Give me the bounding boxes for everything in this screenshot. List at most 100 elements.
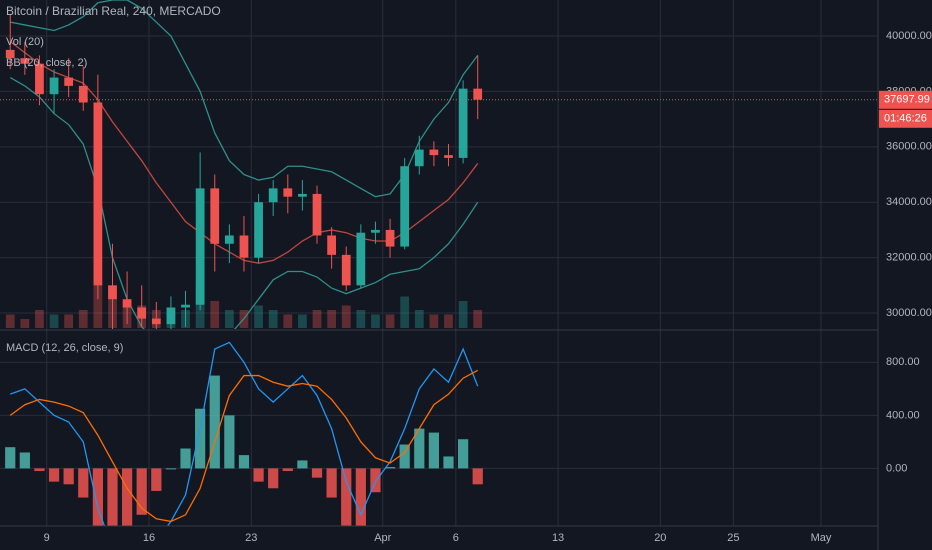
volume-bar	[458, 301, 468, 328]
histogram-bar	[355, 468, 366, 526]
volume-bar	[224, 310, 234, 328]
candle-body	[473, 88, 483, 100]
y-tick-label: 400.00	[886, 409, 920, 421]
candle-body	[268, 188, 278, 203]
candle-body	[151, 318, 161, 325]
y-tick-label: 32000.00	[886, 252, 932, 264]
histogram-bar	[399, 444, 410, 469]
candle-body	[93, 102, 103, 286]
candle-body	[341, 254, 351, 286]
candle-body	[385, 229, 395, 247]
volume-bar	[356, 310, 366, 328]
histogram-bar	[253, 468, 264, 482]
histogram-bar	[311, 468, 323, 478]
histogram-bar	[121, 468, 133, 526]
volume-bar	[64, 314, 74, 328]
grid	[0, 0, 878, 526]
x-tick-label: 25	[727, 532, 739, 544]
histogram-bar	[34, 468, 45, 472]
volume-bar	[429, 314, 439, 328]
histogram-bar	[297, 460, 308, 469]
y-tick-label: 40000.00	[886, 30, 932, 42]
candle-body	[122, 299, 132, 308]
x-tick-label: 9	[44, 532, 50, 544]
candle-body	[137, 307, 147, 319]
volume-bar	[341, 305, 351, 328]
histogram-bar	[78, 468, 89, 498]
candle-body	[5, 49, 15, 59]
x-tick-label: 6	[453, 532, 459, 544]
y-tick-label: 34000.00	[886, 196, 932, 208]
histogram-bar	[48, 468, 60, 482]
volume-bar	[385, 314, 395, 328]
x-tick-label: 20	[654, 532, 666, 544]
y-tick-label: 800.00	[886, 356, 920, 368]
volume-bar	[414, 310, 424, 328]
histogram-bar	[151, 468, 162, 491]
volume-bar	[5, 314, 15, 328]
histogram-bar	[136, 468, 147, 515]
candle-body	[108, 285, 117, 300]
candle-body	[195, 188, 205, 305]
signal-line	[9, 369, 479, 523]
histogram-bar	[238, 455, 250, 469]
histogram-bar	[268, 468, 279, 489]
price-pane	[0, 0, 878, 329]
histogram-bar	[92, 468, 103, 526]
volume-bar	[400, 296, 410, 328]
candle-body	[458, 88, 468, 158]
histogram-bar	[428, 432, 439, 469]
countdown-box	[879, 109, 932, 128]
indicator-label: BB (20, close, 2)	[6, 57, 87, 69]
candle-body	[49, 77, 59, 95]
volume-bar	[444, 314, 453, 328]
volume-bar	[20, 319, 30, 328]
volume-bar	[327, 310, 337, 328]
histogram-bar	[63, 468, 74, 485]
volume-bar	[298, 314, 307, 328]
macd-pane	[5, 341, 483, 526]
x-tick-label: May	[811, 532, 832, 544]
candle-body	[64, 77, 74, 86]
bb-upper	[10, 0, 479, 198]
histogram-bar	[224, 415, 235, 469]
last-price-label: 37697.99	[884, 94, 930, 106]
candle-body	[429, 149, 439, 156]
indicator-label: MACD (12, 26, close, 9)	[6, 342, 123, 354]
histogram-bar	[19, 452, 30, 469]
chart-title: Bitcoin / Brazilian Real, 240, MERCADO	[6, 4, 221, 18]
candle-body	[20, 58, 30, 64]
candle-body	[400, 166, 410, 247]
candle-body	[327, 235, 337, 255]
candle-body	[356, 232, 366, 286]
volume-bar	[254, 305, 263, 328]
histogram-bar	[443, 456, 454, 469]
volume-bar	[210, 301, 220, 328]
x-tick-label: Apr	[374, 532, 391, 544]
x-tick-label: 13	[552, 532, 564, 544]
candle-body	[181, 304, 190, 308]
volume-bar	[35, 310, 44, 328]
volume-bar	[371, 314, 380, 328]
histogram-bar	[341, 468, 352, 526]
histogram-bar	[457, 439, 469, 469]
volume-bar	[268, 310, 278, 328]
y-tick-label: 0.00	[886, 462, 907, 474]
x-tick-label: 16	[143, 532, 155, 544]
countdown-label: 01:46:26	[884, 113, 927, 125]
volume-bar	[312, 310, 322, 328]
candle-body	[298, 193, 307, 197]
bb-lower	[9, 77, 479, 329]
candle-body	[414, 149, 424, 167]
histogram-bar	[370, 468, 381, 493]
x-tick-label: 23	[245, 532, 257, 544]
histogram-bar	[326, 468, 337, 498]
histogram-bar	[165, 468, 177, 470]
histogram-bar	[282, 468, 293, 472]
candle-body	[166, 307, 176, 325]
histogram-bar	[414, 428, 425, 469]
y-tick-label: 30000.00	[886, 307, 932, 319]
volume-bar	[78, 310, 88, 328]
candle-body	[35, 63, 44, 95]
histogram-bar	[384, 467, 396, 469]
